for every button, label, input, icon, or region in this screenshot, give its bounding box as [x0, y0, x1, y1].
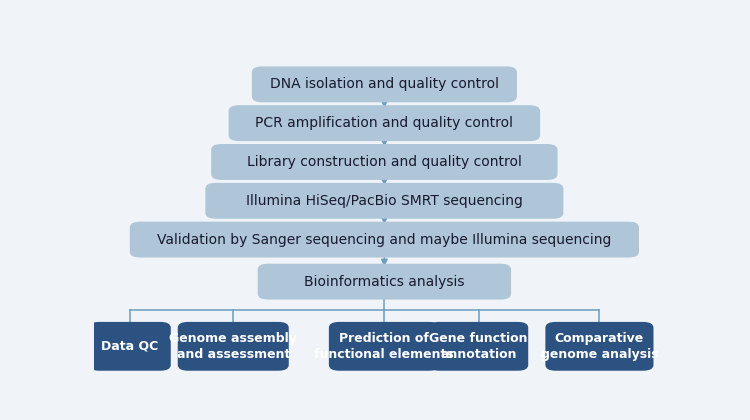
FancyBboxPatch shape	[545, 322, 653, 371]
Text: DNA isolation and quality control: DNA isolation and quality control	[270, 77, 499, 92]
FancyBboxPatch shape	[130, 222, 639, 257]
Text: Genome assembly
and assessment: Genome assembly and assessment	[170, 331, 297, 361]
FancyBboxPatch shape	[252, 66, 517, 102]
FancyBboxPatch shape	[211, 144, 557, 180]
Text: Library construction and quality control: Library construction and quality control	[247, 155, 522, 169]
FancyBboxPatch shape	[429, 322, 528, 371]
FancyBboxPatch shape	[206, 183, 563, 219]
FancyBboxPatch shape	[229, 105, 540, 141]
Text: Data QC: Data QC	[101, 340, 158, 353]
Text: Bioinformatics analysis: Bioinformatics analysis	[304, 275, 464, 289]
FancyBboxPatch shape	[258, 264, 511, 299]
Text: Prediction of
functional elements: Prediction of functional elements	[314, 331, 454, 361]
Text: Comparative
genome analysis: Comparative genome analysis	[541, 331, 658, 361]
Text: Illumina HiSeq/PacBio SMRT sequencing: Illumina HiSeq/PacBio SMRT sequencing	[246, 194, 523, 208]
Text: Validation by Sanger sequencing and maybe Illumina sequencing: Validation by Sanger sequencing and mayb…	[158, 233, 611, 247]
Text: Gene function
annotation: Gene function annotation	[429, 331, 528, 361]
FancyBboxPatch shape	[328, 322, 440, 371]
FancyBboxPatch shape	[88, 322, 171, 371]
FancyBboxPatch shape	[178, 322, 289, 371]
Text: PCR amplification and quality control: PCR amplification and quality control	[255, 116, 513, 130]
